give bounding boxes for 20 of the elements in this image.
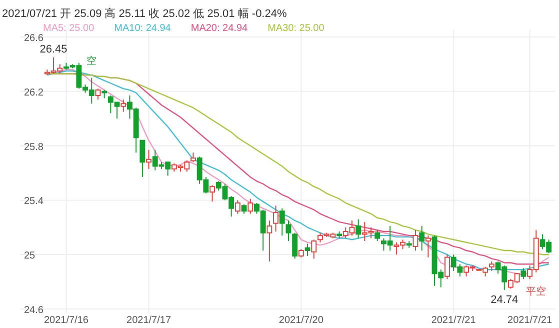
x-tick-label: 2021/7/21 [508,315,552,326]
y-tick-label: 26.6 [24,33,44,44]
text: MA30: 25.00 [268,23,325,34]
x-tick-label: 2021/7/21 [431,315,476,326]
text: MA5: 25.00 [43,23,95,34]
y-tick-label: 25.8 [24,142,44,153]
y-tick-label: 25.4 [24,196,44,208]
annotation: 24.74 [490,294,518,306]
chart-title: 2021/07/21 开 25.09 高 25.11 收 25.02 低 25.01 幅 -0.24% [2,7,287,20]
y-tick-label: 25 [24,250,36,262]
annotation: 26.45 [40,43,68,56]
text: MA10: 24.94 [114,23,172,34]
annotation: 空 [86,54,97,67]
annotation: 平空 [526,285,546,298]
y-tick-label: 24.6 [24,305,44,316]
x-tick-label: 2021/7/20 [278,315,324,326]
x-tick-label: 2021/7/16 [44,315,89,326]
x-tick-label: 2021/7/17 [126,315,172,326]
y-tick-label: 26.2 [24,87,44,98]
text: MA20: 24.94 [190,23,248,34]
